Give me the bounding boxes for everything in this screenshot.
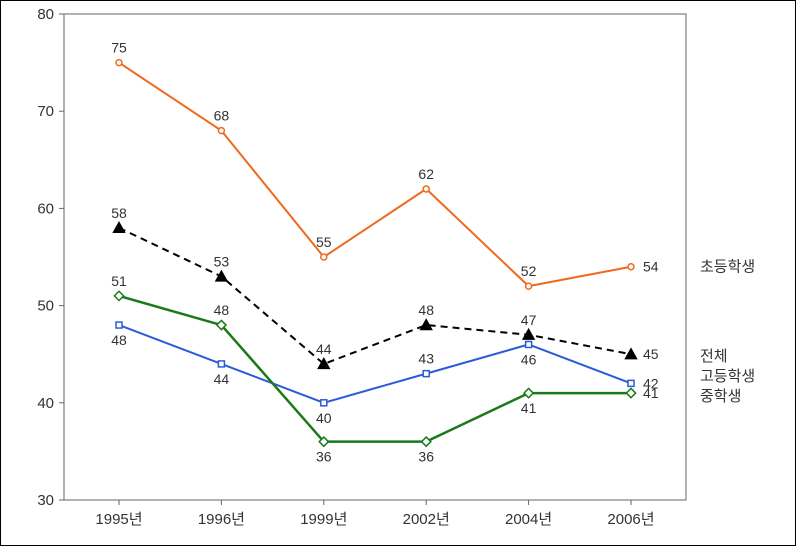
data-label: 54 <box>643 259 659 275</box>
data-label: 58 <box>111 205 127 221</box>
data-label: 68 <box>214 108 230 124</box>
x-tick-label: 1999년 <box>300 511 347 528</box>
x-tick-label: 2002년 <box>403 511 450 528</box>
data-label: 75 <box>111 40 127 56</box>
data-label: 36 <box>418 449 434 465</box>
data-label: 51 <box>111 273 127 289</box>
y-tick-label: 40 <box>37 395 54 412</box>
data-label: 43 <box>418 351 434 367</box>
data-label: 36 <box>316 449 332 465</box>
data-label: 44 <box>214 371 230 387</box>
legend-label-elementary: 초등학생 <box>700 259 755 276</box>
y-tick-label: 80 <box>37 6 54 23</box>
data-label: 48 <box>111 332 127 348</box>
x-tick-label: 2004년 <box>505 511 552 528</box>
data-label: 45 <box>643 346 659 362</box>
x-tick-label: 1996년 <box>198 511 245 528</box>
y-tick-label: 50 <box>37 298 54 315</box>
x-tick-label: 2006년 <box>607 511 654 528</box>
data-label: 40 <box>316 410 332 426</box>
legend-label-highschool: 고등학생 <box>700 368 755 385</box>
data-label: 47 <box>521 312 537 328</box>
data-label: 53 <box>214 253 230 269</box>
data-label: 55 <box>316 234 332 250</box>
chart-svg: 30 40 50 60 70 80 1995년 1996년 1999년 2002년 2004년 200… <box>0 0 796 546</box>
legend-label-middleschool: 중학생 <box>700 388 741 405</box>
y-tick-label: 30 <box>37 492 54 509</box>
data-label: 41 <box>521 400 537 416</box>
y-tick-label: 60 <box>37 200 54 217</box>
x-tick-label: 1995년 <box>95 511 142 528</box>
legend-label-overall: 전체 <box>700 348 728 365</box>
data-label: 62 <box>418 166 434 182</box>
y-tick-label: 70 <box>37 103 54 120</box>
data-label: 52 <box>521 263 537 279</box>
data-label: 41 <box>643 385 659 401</box>
line-chart: 30 40 50 60 70 80 1995년 1996년 1999년 2002년 2004년 200… <box>0 0 796 546</box>
data-label: 48 <box>418 302 434 318</box>
data-label: 48 <box>214 302 230 318</box>
data-label: 44 <box>316 341 332 357</box>
data-label: 46 <box>521 351 537 367</box>
